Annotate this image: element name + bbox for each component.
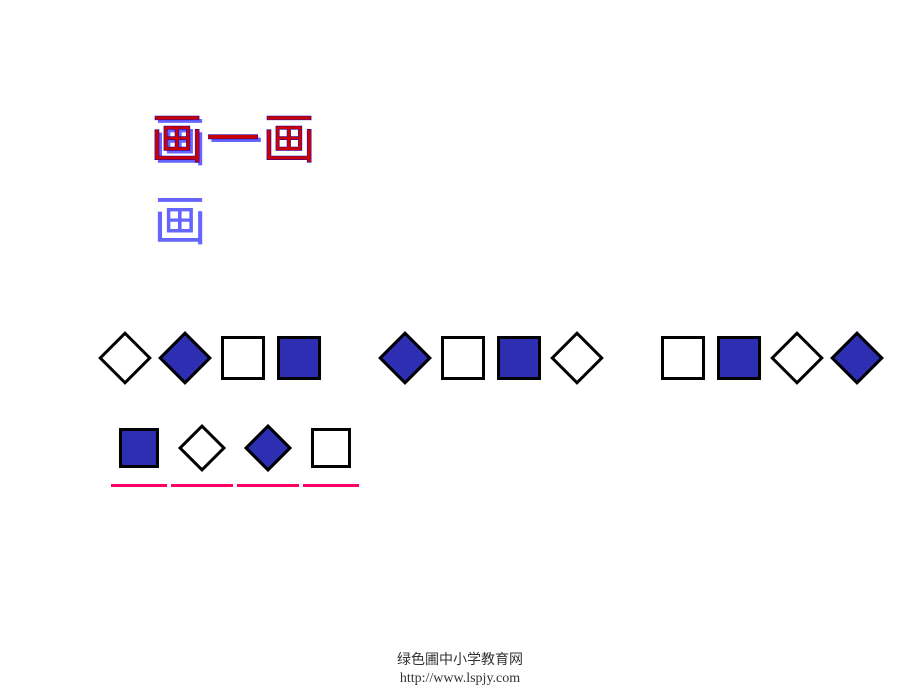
pattern-row-2	[115, 421, 887, 475]
answer-underline	[303, 484, 359, 487]
answer-underline	[237, 484, 299, 487]
footer-line-1: 绿色圃中小学教育网	[0, 652, 920, 670]
square-outline	[437, 330, 489, 386]
square-outline	[307, 421, 355, 475]
diamond-outline	[549, 330, 605, 386]
pattern-group	[95, 330, 327, 386]
diamond-shape	[378, 331, 432, 385]
pattern-group	[655, 330, 887, 386]
diamond-shape	[178, 424, 226, 472]
answer-underline	[111, 484, 167, 487]
square-shape	[311, 428, 351, 468]
shapes-container	[95, 330, 887, 475]
square-filled	[273, 330, 325, 386]
square-shape	[119, 428, 159, 468]
square-outline	[657, 330, 709, 386]
square-shape	[717, 336, 761, 380]
square-filled	[493, 330, 545, 386]
diamond-filled	[377, 330, 433, 386]
pattern-row-1	[95, 330, 887, 386]
diamond-shape	[244, 424, 292, 472]
square-shape	[221, 336, 265, 380]
square-filled	[713, 330, 765, 386]
diamond-shape	[770, 331, 824, 385]
square-shape	[497, 336, 541, 380]
square-shape	[277, 336, 321, 380]
square-filled	[115, 421, 163, 475]
diamond-filled	[829, 330, 885, 386]
square-shape	[441, 336, 485, 380]
footer-line-2: http://www.lspjy.com	[0, 670, 920, 688]
square-outline	[217, 330, 269, 386]
diamond-filled	[241, 421, 295, 475]
answer-underline	[171, 484, 233, 487]
slide-title: 画一画 画一画	[150, 95, 318, 174]
diamond-shape	[158, 331, 212, 385]
diamond-shape	[830, 331, 884, 385]
pattern-group	[375, 330, 607, 386]
square-shape	[661, 336, 705, 380]
title-text: 画一画	[150, 110, 318, 170]
diamond-outline	[175, 421, 229, 475]
diamond-outline	[769, 330, 825, 386]
diamond-outline	[97, 330, 153, 386]
footer: 绿色圃中小学教育网 http://www.lspjy.com	[0, 652, 920, 688]
diamond-filled	[157, 330, 213, 386]
diamond-shape	[550, 331, 604, 385]
diamond-shape	[98, 331, 152, 385]
